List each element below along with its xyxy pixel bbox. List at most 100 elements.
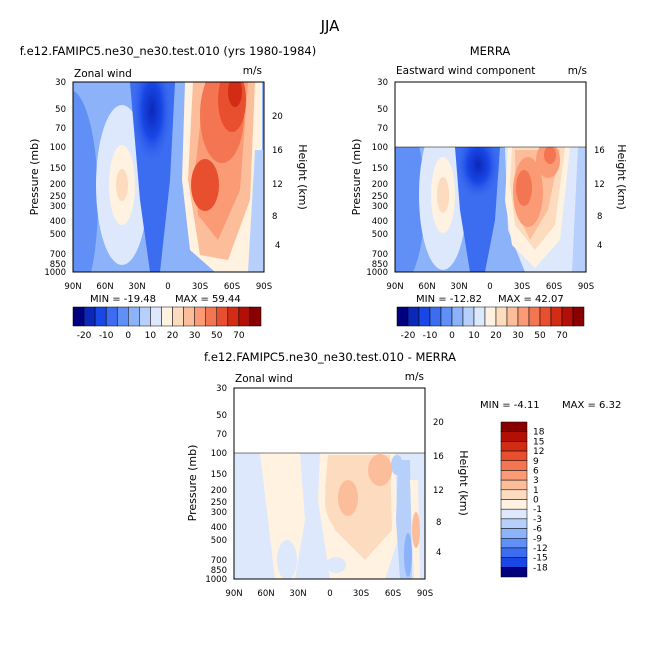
x-tick-label: 60N — [257, 589, 274, 599]
x-tick-label: 90S — [256, 282, 272, 292]
colorbar-label: -15 — [533, 554, 548, 564]
x-tick-label: 60S — [546, 282, 562, 292]
y-tick-label: 100 — [211, 449, 227, 459]
colorbar: -20 -10 0 10 20 30 50 70 — [72, 306, 262, 341]
y-tick-label: 700 — [211, 556, 227, 566]
colorbar-swatch — [528, 306, 541, 327]
colorbar-swatch — [500, 441, 528, 452]
height-tick-label: 4 — [597, 241, 602, 251]
colorbar-label: 9 — [533, 457, 539, 467]
colorbar-swatch — [105, 306, 118, 327]
y-tick-label: 70 — [55, 124, 66, 134]
colorbar-label: -6 — [533, 525, 542, 535]
height-tick-label: 8 — [597, 212, 602, 222]
y-tick-label: 850 — [372, 260, 388, 270]
colorbar-label: 6 — [533, 466, 539, 476]
max-label: MAX = 6.32 — [562, 400, 621, 411]
y-tick-label: 500 — [50, 230, 66, 240]
y-tick-label: 200 — [50, 180, 66, 190]
colorbar-swatch — [227, 306, 240, 327]
x-tick-label: 30S — [353, 589, 369, 599]
y-axis-label: Pressure (mb) — [28, 139, 41, 216]
y-tick-label: 50 — [377, 105, 388, 115]
y-axis-label-right: Height (km) — [615, 144, 628, 210]
y-tick-label: 50 — [55, 105, 66, 115]
y-tick-label: 100 — [372, 143, 388, 153]
colorbar-swatch — [473, 306, 486, 327]
x-tick-label: 30N — [450, 282, 467, 292]
x-axis: 90N 60N 30N 0 30S 60S 90S — [225, 589, 433, 599]
y-tick-label: 250 — [50, 192, 66, 202]
y-tick-label: 30 — [216, 384, 227, 394]
colorbar-label: -20 — [401, 331, 416, 341]
colorbar-swatch — [561, 306, 574, 327]
colorbar-swatch — [440, 306, 453, 327]
colorbar-label: -3 — [533, 515, 542, 525]
y-tick-label: 700 — [372, 250, 388, 260]
colorbar-label: -10 — [423, 331, 438, 341]
colorbar-swatch — [150, 306, 162, 327]
y-tick-label: 70 — [377, 124, 388, 134]
y-tick-label: 1000 — [205, 575, 227, 585]
x-tick-label: 30N — [289, 589, 306, 599]
max-label: MAX = 42.07 — [498, 294, 564, 305]
x-tick-label: 90N — [225, 589, 242, 599]
colorbar-label: 3 — [533, 476, 539, 486]
y-tick-label: 30 — [377, 78, 388, 88]
colorbar-swatch — [462, 306, 475, 327]
y-axis-right: 20 16 12 8 4 — [272, 112, 283, 251]
colorbar-label: 50 — [211, 331, 223, 341]
colorbar-swatch — [194, 306, 206, 327]
x-tick-label: 90S — [578, 282, 594, 292]
panel-difference: f.e12.FAMIPC5.ne30_ne30.test.010 - MERRA… — [186, 350, 621, 599]
colorbar-label: 12 — [533, 447, 544, 457]
y-tick-label: 30 — [55, 78, 66, 88]
x-tick-label: 90S — [417, 589, 433, 599]
y-tick-label: 300 — [211, 508, 227, 518]
colorbar-label: 20 — [167, 331, 179, 341]
colorbar-swatch — [172, 306, 184, 327]
colorbar-swatch — [500, 528, 528, 539]
colorbar-swatch — [116, 306, 129, 327]
height-tick-label: 16 — [433, 452, 444, 462]
height-tick-label: 4 — [275, 241, 280, 251]
x-tick-label: 60S — [224, 282, 240, 292]
colorbar-label: 20 — [490, 331, 502, 341]
colorbar-swatch — [205, 306, 218, 327]
colorbar-swatch — [183, 306, 195, 327]
y-axis: 30 50 70 100 150 200 250 300 400 500 700… — [366, 78, 388, 278]
y-axis-label-right: Height (km) — [457, 450, 470, 516]
y-tick-label: 100 — [50, 143, 66, 153]
colorbar-label: 1 — [533, 486, 539, 496]
colorbar-swatch — [500, 431, 528, 442]
x-tick-label: 60N — [418, 282, 435, 292]
colorbar-swatch — [539, 306, 552, 327]
x-tick-label: 30S — [514, 282, 530, 292]
colorbar-label: 0 — [125, 331, 131, 341]
colorbar-swatch — [500, 508, 528, 520]
colorbar-swatch — [500, 421, 528, 432]
colorbar-label: 30 — [189, 331, 201, 341]
height-tick-label: 12 — [272, 180, 283, 190]
colorbar-label: -12 — [533, 544, 548, 554]
x-tick-label: 0 — [327, 589, 332, 599]
colorbar-swatch — [429, 306, 442, 327]
colorbar-label: 50 — [534, 331, 546, 341]
height-tick-label: 16 — [272, 146, 283, 156]
y-axis-label: Pressure (mb) — [350, 139, 363, 216]
colorbar-label: -9 — [533, 534, 542, 544]
colorbar-swatch — [451, 306, 464, 327]
colorbar-label: 18 — [533, 428, 545, 438]
y-tick-label: 500 — [211, 536, 227, 546]
height-tick-label: 8 — [272, 212, 277, 222]
y-axis-label-right: Height (km) — [296, 144, 309, 210]
y-tick-label: 150 — [211, 470, 227, 480]
y-tick-label: 300 — [372, 202, 388, 212]
colorbar-label: 15 — [533, 437, 544, 447]
colorbar-swatch — [139, 306, 151, 327]
plot-frame — [233, 387, 426, 580]
variable-label: Eastward wind component — [396, 65, 535, 77]
panel-title: f.e12.FAMIPC5.ne30_ne30.test.010 - MERRA — [204, 350, 456, 364]
y-axis: 30 50 70 100 150 200 250 300 400 500 700… — [44, 78, 66, 278]
